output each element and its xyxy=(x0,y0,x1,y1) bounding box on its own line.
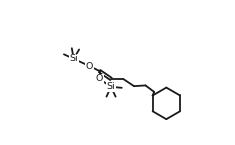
Text: O: O xyxy=(86,61,93,70)
Text: Si: Si xyxy=(69,54,78,63)
Text: O: O xyxy=(96,75,103,84)
Text: Si: Si xyxy=(107,82,115,91)
